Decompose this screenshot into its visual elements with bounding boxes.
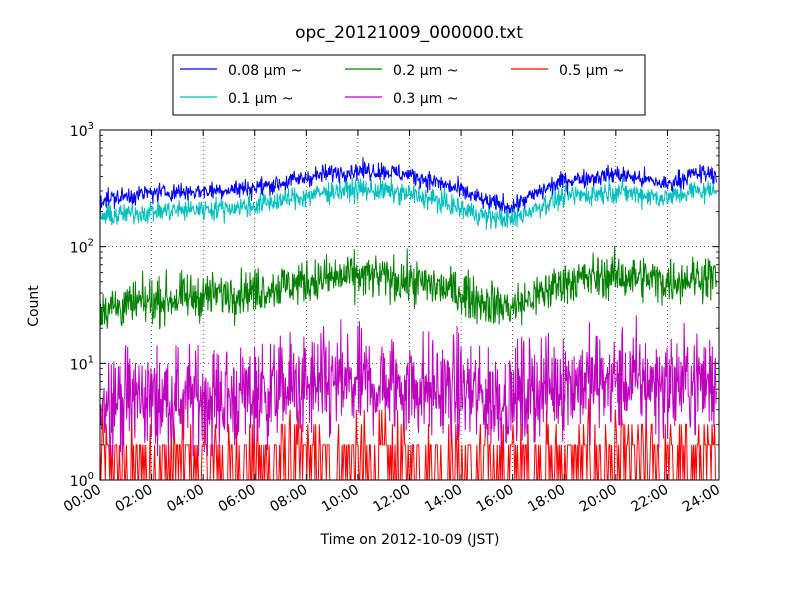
legend-label: 0.2 μm ~ bbox=[393, 63, 458, 79]
y-tick-label: 103 bbox=[70, 121, 94, 140]
y-axis-label: Count bbox=[26, 285, 42, 327]
legend-label: 0.3 μm ~ bbox=[393, 91, 458, 107]
x-axis-label: Time on 2012-10-09 (JST) bbox=[320, 532, 500, 548]
legend-label: 0.5 μm ~ bbox=[559, 63, 624, 79]
y-tick-label: 101 bbox=[70, 354, 94, 373]
x-tick-label: 12:00 bbox=[371, 482, 414, 516]
y-axis-ticks: 100 101 102 103 bbox=[70, 121, 719, 490]
legend-label: 0.1 μm ~ bbox=[228, 91, 293, 107]
legend-label: 0.08 μm ~ bbox=[228, 63, 302, 79]
series-line-0-1um bbox=[99, 177, 717, 231]
y-tick-label: 100 bbox=[70, 471, 94, 490]
x-tick-label: 16:00 bbox=[474, 482, 517, 516]
x-tick-label: 14:00 bbox=[422, 482, 465, 516]
series-line-0-2um bbox=[99, 245, 717, 330]
x-tick-label: 10:00 bbox=[319, 482, 362, 516]
x-tick-label: 22:00 bbox=[628, 482, 671, 516]
x-tick-label: 20:00 bbox=[577, 482, 620, 516]
y-tick-label: 102 bbox=[70, 238, 94, 257]
x-tick-label: 24:00 bbox=[680, 482, 723, 516]
chart-title: opc_20121009_000000.txt bbox=[295, 23, 523, 43]
legend-items: 0.08 μm ~ 0.1 μm ~ 0.2 μm ~ 0.3 μm ~ 0.5 μm … bbox=[180, 63, 624, 107]
legend: 0.08 μm ~ 0.1 μm ~ 0.2 μm ~ 0.3 μm ~ 0.5 μm … bbox=[172, 54, 646, 116]
series-line-0-08um bbox=[99, 157, 717, 214]
x-tick-label: 02:00 bbox=[113, 482, 156, 516]
x-tick-label: 18:00 bbox=[525, 482, 568, 516]
legend-box bbox=[172, 54, 646, 116]
series-layer bbox=[99, 157, 717, 481]
series-line-0-3um bbox=[99, 315, 717, 457]
x-tick-label: 08:00 bbox=[267, 482, 310, 516]
x-tick-label: 04:00 bbox=[164, 482, 207, 516]
x-tick-label: 06:00 bbox=[216, 482, 259, 516]
